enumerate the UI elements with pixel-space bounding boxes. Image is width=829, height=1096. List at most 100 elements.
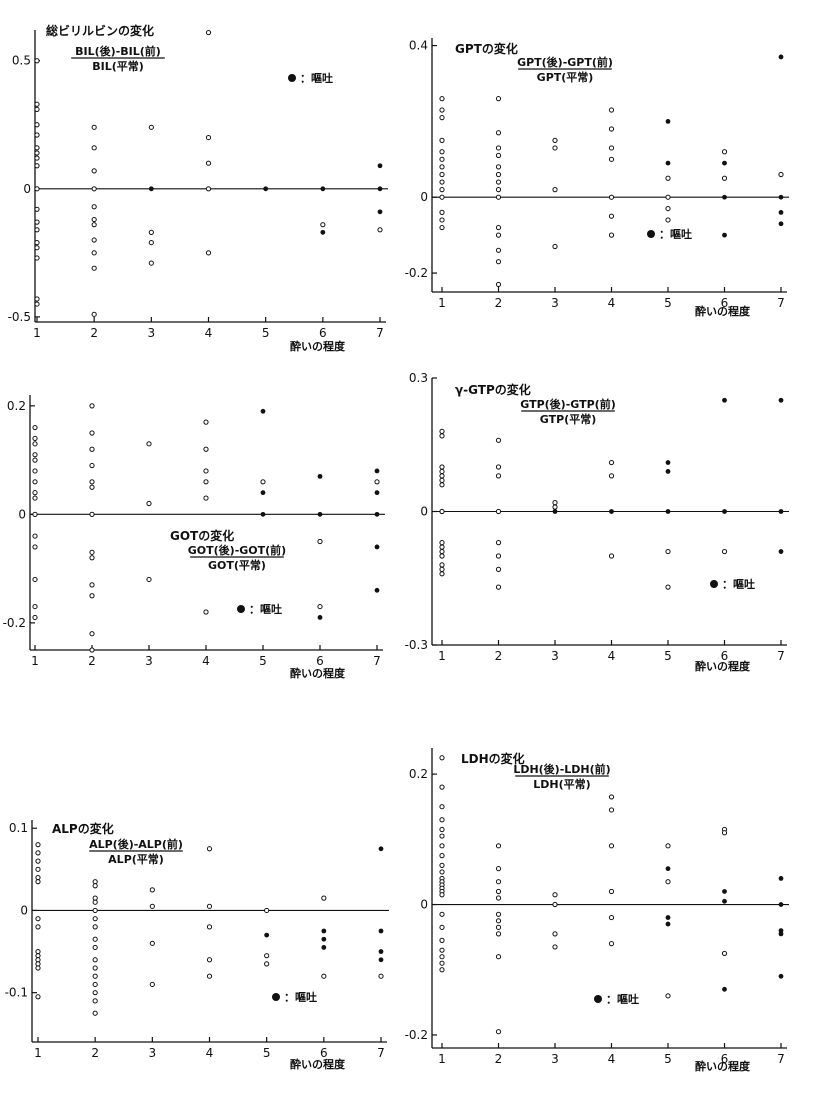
x-tick-label: 6	[320, 1046, 328, 1060]
data-point	[665, 205, 671, 212]
x-tick-label: 7	[373, 654, 381, 668]
data-point	[377, 227, 383, 233]
data-point	[439, 156, 445, 162]
x-tick-label: 7	[376, 326, 384, 340]
data-point	[439, 194, 445, 200]
data-point	[89, 555, 95, 561]
x-tick-label: 3	[148, 326, 156, 340]
data-point	[35, 916, 41, 922]
data-point	[203, 495, 209, 501]
x-tick-label: 7	[777, 649, 785, 663]
data-point-vomit	[148, 186, 154, 192]
data-point	[439, 960, 445, 966]
data-point-vomit	[317, 615, 323, 620]
data-point	[665, 584, 671, 590]
data-point	[665, 548, 671, 555]
data-point	[321, 895, 327, 901]
data-point	[439, 862, 445, 868]
data-point	[495, 553, 502, 559]
data-point-vomit	[778, 902, 784, 907]
data-point	[439, 464, 445, 470]
data-point	[34, 58, 40, 64]
data-point	[32, 495, 38, 501]
data-point	[552, 137, 558, 143]
data-point	[89, 511, 95, 517]
data-point	[608, 145, 615, 151]
data-point	[495, 187, 502, 193]
data-point	[203, 609, 209, 615]
data-point	[89, 403, 95, 409]
data-point	[35, 874, 41, 881]
data-point	[608, 807, 615, 813]
data-point	[721, 149, 728, 155]
data-point	[146, 441, 152, 447]
data-point	[32, 603, 38, 610]
data-point	[495, 566, 502, 572]
data-point-vomit	[722, 986, 727, 992]
data-point	[439, 548, 445, 555]
x-tick-label: 6	[721, 296, 729, 310]
x-axis-label: 酔いの程度	[290, 666, 346, 680]
data-point	[439, 967, 445, 973]
data-point	[91, 216, 97, 223]
y-tick-label: 0	[18, 507, 26, 521]
data-point	[495, 247, 502, 253]
data-point	[439, 179, 445, 185]
data-point	[92, 998, 98, 1004]
data-point	[34, 301, 40, 307]
data-point	[608, 794, 615, 800]
data-point	[92, 879, 98, 885]
data-point-vomit	[778, 509, 784, 514]
x-tick-label: 1	[438, 649, 446, 663]
data-point	[91, 311, 97, 317]
data-point	[439, 804, 445, 810]
data-point-vomit	[320, 186, 326, 192]
data-point	[495, 145, 502, 151]
data-point	[203, 419, 209, 425]
data-point	[439, 482, 445, 488]
data-point-vomit	[665, 509, 671, 514]
data-point-vomit	[378, 957, 384, 963]
data-point	[146, 500, 152, 507]
y-tick-label: -0.3	[405, 638, 428, 652]
legend-vomit-label: ：嘔吐	[249, 602, 282, 616]
data-point	[34, 150, 40, 156]
data-point	[439, 911, 445, 917]
data-point	[439, 755, 445, 761]
data-point	[495, 164, 502, 170]
chart-bil: 0.5 0 -0.51 2 3 4 5 6 7 総ビリルビンの変化 BIL(後)-BIL(前)BIL…	[8, 23, 388, 353]
data-point	[92, 965, 98, 971]
data-point-vomit	[778, 397, 784, 403]
x-tick-label: 5	[263, 1046, 271, 1060]
data-point	[34, 163, 40, 169]
x-tick-label: 5	[259, 654, 267, 668]
data-point	[34, 122, 40, 128]
data-point	[149, 940, 155, 946]
data-point	[439, 428, 445, 434]
data-point	[92, 973, 98, 979]
chart-title: γ-GTPの変化	[455, 382, 531, 397]
data-point	[35, 994, 41, 1000]
data-point	[608, 553, 615, 559]
data-point	[91, 145, 97, 151]
data-point	[495, 281, 502, 288]
data-point	[439, 217, 445, 223]
x-tick-label: 4	[202, 654, 210, 668]
x-tick-label: 6	[721, 1052, 729, 1066]
legend-vomit-marker	[594, 995, 602, 1003]
x-tick-label: 4	[205, 326, 213, 340]
data-point	[665, 175, 671, 181]
data-point	[203, 468, 209, 474]
data-point	[608, 213, 615, 219]
data-point	[439, 937, 445, 943]
data-point	[32, 614, 38, 621]
data-point	[91, 250, 97, 256]
data-point	[317, 603, 323, 610]
data-point	[439, 115, 445, 121]
data-point	[206, 957, 213, 963]
data-point-vomit	[665, 460, 671, 465]
data-point	[205, 160, 212, 166]
data-point	[439, 473, 445, 479]
data-point	[148, 124, 154, 130]
data-point-vomit	[317, 473, 323, 479]
